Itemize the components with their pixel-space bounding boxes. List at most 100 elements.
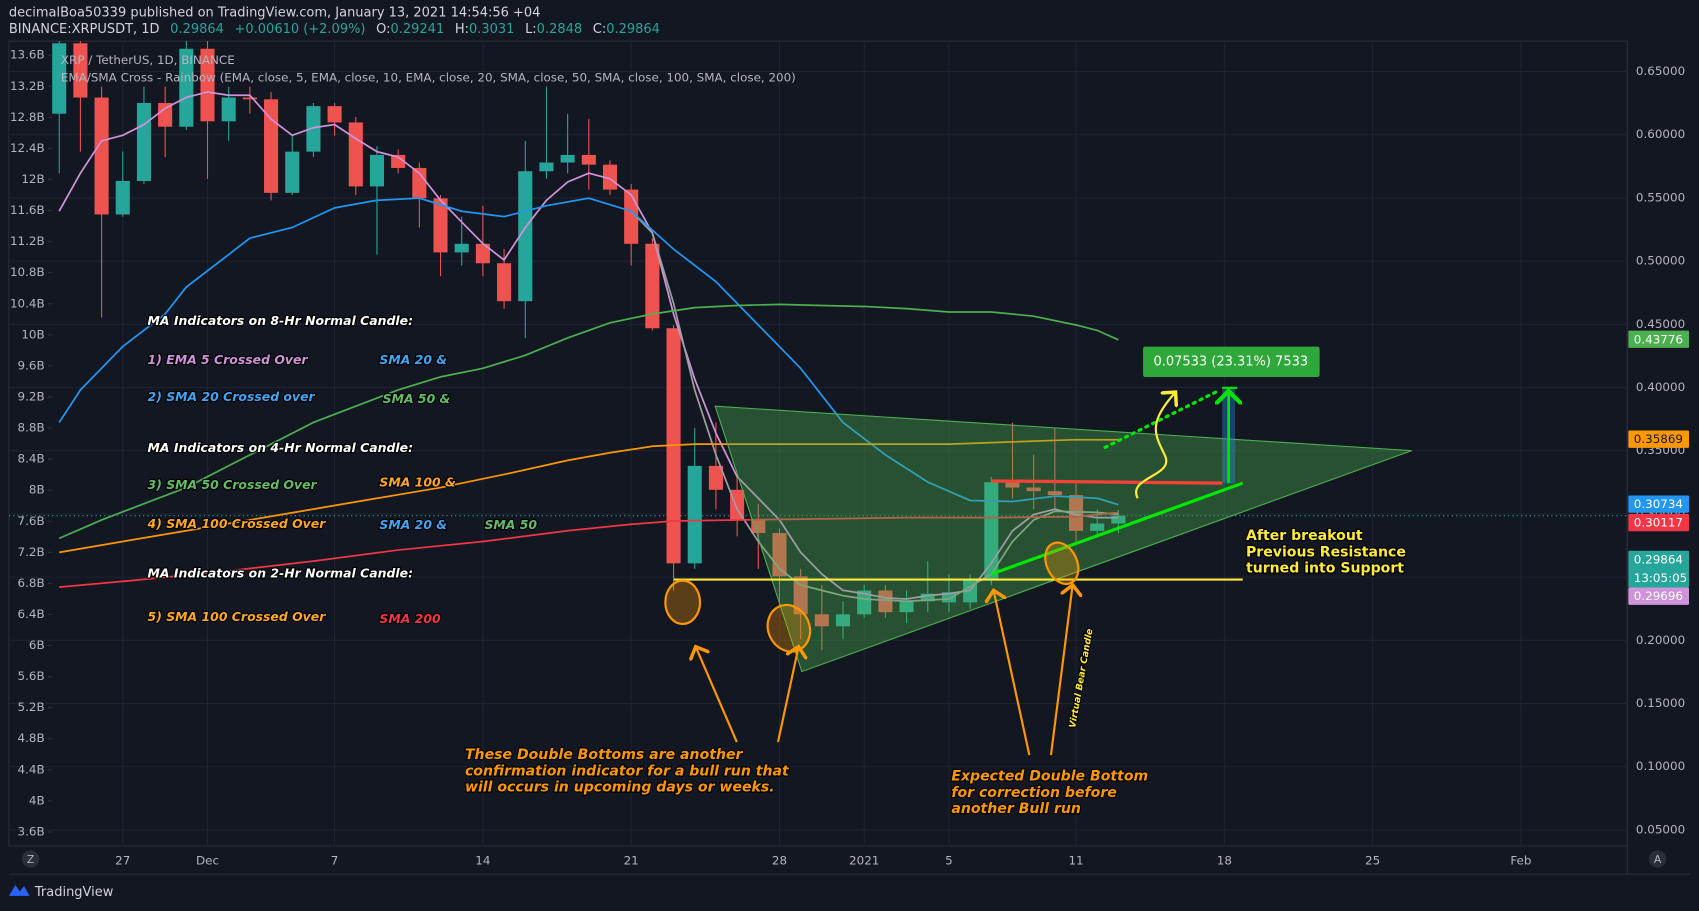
ma-line — [58, 197, 1119, 506]
price-tag — [1628, 587, 1690, 605]
triangle-pattern — [714, 405, 1412, 673]
y2-tick-label: 13.6B — [10, 48, 45, 62]
candle-body — [581, 154, 596, 165]
projection-line — [1103, 388, 1222, 450]
y2-tick-label: 7.6B — [18, 514, 45, 528]
price-tag-label: 0.30117 — [1634, 516, 1683, 530]
candle-body — [624, 189, 639, 244]
arrow — [1049, 585, 1073, 756]
x-tick-label: 18 — [1217, 854, 1232, 868]
annotation: 5) SMA 100 Crossed Over — [148, 609, 327, 624]
brand: TradingView — [34, 885, 114, 900]
candle-body — [751, 520, 766, 534]
candle-body — [94, 97, 109, 215]
candle-body — [285, 151, 300, 193]
price-tag — [1628, 550, 1690, 588]
candle-body — [52, 43, 67, 114]
y-tick-label: 0.10000 — [1636, 759, 1685, 773]
annotation: 4) SMA 100 Crossed Over — [147, 516, 327, 531]
axes: 0.65000 0.60000 0.55000 0.50000 0.45000 0.400… — [10, 48, 1685, 868]
annotation: confirmation indicator for a bull run th… — [465, 763, 790, 779]
candle-body — [730, 489, 745, 521]
annotation: will occurs in upcoming days or weeks. — [465, 780, 775, 796]
annotation: SMA 50 — [484, 517, 537, 532]
candle-body — [454, 243, 469, 253]
candle-body — [1005, 482, 1020, 488]
measure-box — [1143, 346, 1320, 377]
annotation: SMA 20 & — [379, 352, 447, 367]
price-tag-label: 0.29864 — [1634, 552, 1683, 566]
candle-body — [179, 48, 194, 127]
y2-tick-label: 3.6B — [18, 824, 45, 838]
y2-tick-label: 6.4B — [18, 607, 45, 621]
ma-line — [630, 210, 1119, 603]
y-tick-label: 0.65000 — [1636, 64, 1685, 78]
candle-body — [920, 593, 935, 602]
annotation: 2) SMA 20 Crossed over — [148, 389, 316, 404]
annotation: MA Indicators on 8-Hr Normal Candle: — [148, 313, 414, 328]
annotation: SMA 50 & — [383, 391, 451, 406]
chart-title: XRP / TetherUS, 1D, BINANCE — [61, 53, 235, 67]
ohlc-label: C: — [593, 22, 606, 37]
y-tick-label: 0.60000 — [1636, 127, 1685, 141]
axis-button[interactable] — [1648, 850, 1667, 868]
ohlc-label: O: — [376, 22, 390, 37]
axis-button-label[interactable]: Z — [27, 853, 34, 866]
arrow — [776, 647, 799, 743]
axis-button-label[interactable]: A — [1654, 853, 1662, 866]
last-price: 0.29864 — [170, 22, 224, 37]
y2-tick-label: 10B — [21, 327, 44, 341]
annotation: MA Indicators on 4-Hr Normal Candle: — [148, 440, 414, 455]
price-tag-label: 0.43776 — [1634, 332, 1683, 346]
y2-tick-label: 8.8B — [18, 421, 45, 435]
price-tags: 0.29696 0.30734 0.43776 0.35869 0.30117 0.298… — [1628, 330, 1690, 605]
candle-body — [899, 601, 914, 613]
annotation: SMA 100 & — [379, 475, 456, 490]
y2-tick-label: 12.8B — [10, 110, 45, 124]
candle-body — [200, 48, 215, 122]
annotation: Expected Double Bottom — [951, 769, 1148, 785]
arrow — [994, 590, 1031, 756]
annotation: 1) EMA 5 Crossed Over — [148, 352, 309, 367]
symbol: BINANCE:XRPUSDT, 1D — [9, 22, 160, 37]
ohlc-label: L: — [525, 22, 537, 37]
candle-body — [708, 465, 723, 490]
candle-body — [73, 43, 88, 98]
annotation: Previous Resistance — [1246, 544, 1406, 560]
indicator-legend: EMA/SMA Cross - Rainbow (EMA, close, 5, … — [61, 70, 796, 84]
y2-tick-label: 7.2B — [18, 545, 45, 559]
y2-tick-label: 9.2B — [18, 389, 45, 403]
bottom-circle — [664, 579, 702, 626]
x-tick-label: Feb — [1510, 854, 1531, 868]
countdown: 13:05:05 — [1634, 571, 1687, 585]
candle-body — [115, 180, 130, 215]
annotations: MA Indicators on 8-Hr Normal Candle: 1) E… — [145, 312, 1406, 818]
axis-button[interactable] — [21, 850, 40, 868]
change: +0.00610 (+2.09%) — [235, 22, 366, 37]
y2-tick-label: 11.2B — [10, 234, 45, 248]
y2-tick-label: 9.6B — [18, 358, 45, 372]
y-tick-label: 0.45000 — [1636, 317, 1685, 331]
brand-logo — [8, 885, 30, 896]
grid — [8, 41, 1628, 847]
candle-body — [306, 106, 321, 152]
candle-body — [497, 263, 512, 302]
y2-tick-label: 5.6B — [18, 669, 45, 683]
candle-body — [539, 162, 554, 172]
y2-tick-label: 6B — [29, 638, 45, 652]
y2-tick-label: 4.8B — [18, 731, 45, 745]
candle-body — [645, 243, 660, 329]
arrow — [696, 647, 738, 743]
annotation: for correction before — [951, 785, 1117, 801]
resistance-line — [991, 479, 1223, 485]
annotation: 3) SMA 50 Crossed Over — [148, 477, 318, 492]
x-tick-label: 25 — [1365, 854, 1380, 868]
candle-body — [687, 465, 702, 564]
candle-body — [221, 97, 236, 122]
y-tick-label: 0.55000 — [1636, 190, 1685, 204]
x-tick-label: Dec — [196, 854, 219, 868]
candle-body — [433, 198, 448, 253]
annotation: SMA 200 — [379, 611, 441, 626]
